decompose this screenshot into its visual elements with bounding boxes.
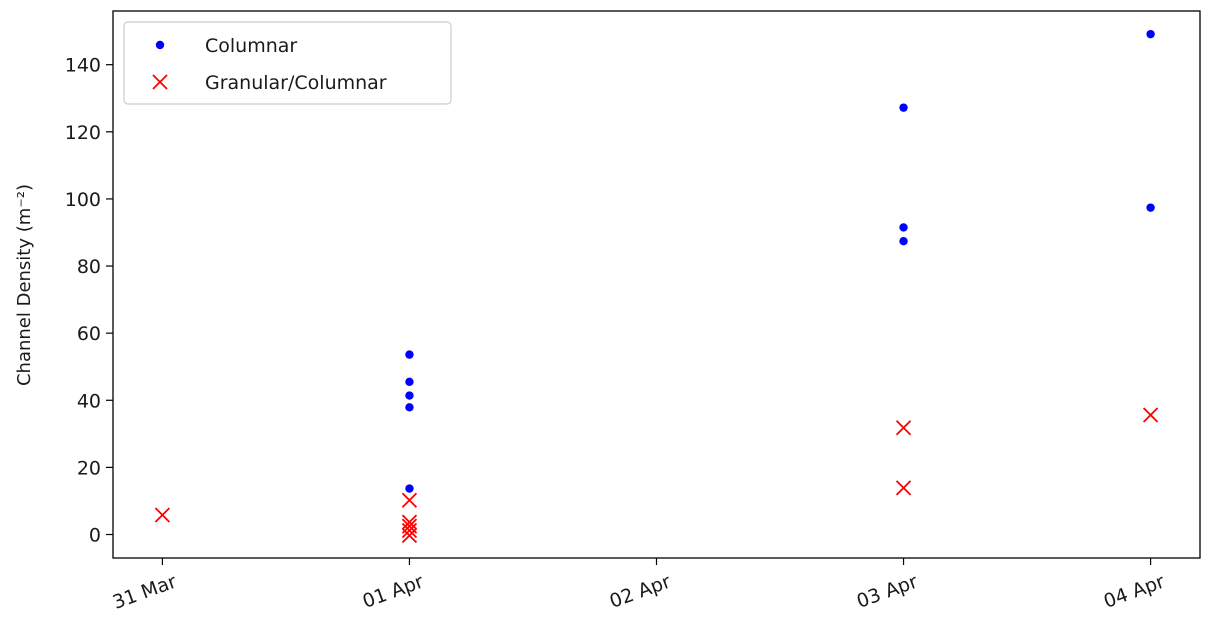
- x-marker-stroke: [895, 420, 912, 436]
- legend-marker: [152, 74, 168, 90]
- data-point: [401, 522, 418, 539]
- x-marker-stroke: [401, 492, 418, 508]
- data-point: [401, 527, 418, 544]
- data-point: [405, 377, 414, 387]
- x-tick-label: 03 Apr: [854, 570, 921, 612]
- plot-area: 0 20 40 60 80 100 120 140 31 Mar 01 Apr 02 Apr 03 A…: [65, 10, 1201, 614]
- y-tick-label: 20: [77, 457, 101, 479]
- data-point: [895, 480, 912, 496]
- data-point: [899, 237, 908, 246]
- data-point: [1142, 407, 1159, 423]
- y-tick-label: 100: [65, 189, 101, 211]
- x-marker-stroke: [401, 527, 418, 544]
- legend-label: Granular/Columnar: [205, 72, 387, 94]
- data-point: [405, 350, 414, 359]
- y-tick-label: 0: [89, 525, 101, 547]
- data-point: [899, 223, 908, 232]
- x-tick-label: 01 Apr: [360, 570, 427, 612]
- data-point: [899, 103, 908, 112]
- x-marker-stroke: [154, 507, 171, 523]
- x-marker-stroke: [895, 480, 912, 496]
- y-tick-label: 80: [77, 256, 101, 278]
- data-point: [154, 507, 171, 523]
- data-point: [405, 403, 414, 412]
- x-marker-stroke: [152, 74, 168, 90]
- data-point: [1146, 29, 1155, 39]
- legend-marker: [155, 40, 165, 50]
- x-tick-label: 31 Mar: [110, 570, 180, 613]
- legend-box: [123, 21, 452, 105]
- x-marker-stroke: [401, 522, 418, 539]
- data-point: [895, 420, 912, 436]
- data-point: [405, 484, 414, 493]
- series-columnar: [405, 29, 1155, 493]
- data-point: [1146, 203, 1155, 212]
- y-tick-label: 60: [77, 323, 101, 345]
- y-tick-label: 140: [65, 55, 101, 77]
- series-granular-columnar: [154, 407, 1159, 544]
- y-tick-label: 40: [77, 390, 101, 412]
- data-point: [405, 391, 414, 400]
- x-tick-label: 04 Apr: [1101, 570, 1168, 612]
- x-tick-label: 02 Apr: [607, 570, 674, 612]
- y-tick-label: 120: [65, 122, 101, 144]
- legend: Columnar Granular/Columnar: [123, 21, 452, 105]
- y-axis-label: Channel Density (m⁻²): [14, 184, 35, 386]
- data-point: [401, 492, 418, 508]
- legend-label: Columnar: [205, 35, 297, 57]
- x-marker-stroke: [1142, 407, 1159, 423]
